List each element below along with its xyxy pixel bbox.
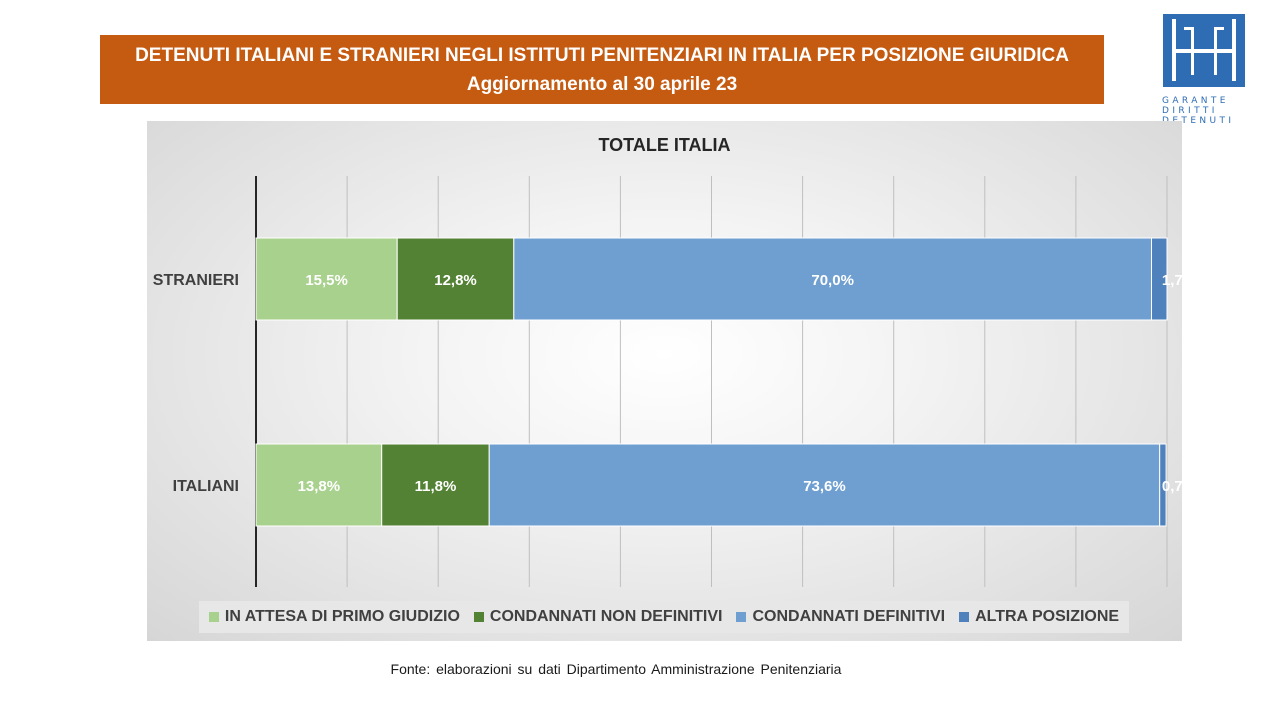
data-label: 11,8%	[415, 478, 457, 495]
legend-item: ALTRA POSIZIONE	[959, 608, 1119, 626]
legend-label: ALTRA POSIZIONE	[975, 608, 1120, 625]
bar-segment	[1159, 443, 1167, 527]
bar-segment	[255, 237, 398, 321]
bar-segment	[1151, 237, 1168, 321]
garante-logo: GARANTE DIRITTI DETENUTI	[1162, 13, 1248, 126]
chart-legend: IN ATTESA DI PRIMO GIUDIZIO CONDANNATI NO…	[199, 601, 1129, 633]
legend-item: CONDANNATI NON DEFINITIVI	[473, 608, 723, 626]
bar-segment	[381, 443, 490, 527]
source-note: Fonte: elaborazioni su dati Dipartimento…	[390, 661, 842, 677]
legend-swatch	[736, 612, 747, 622]
legend-swatch	[473, 612, 484, 622]
data-label: 73,6%	[803, 478, 846, 495]
legend-label: IN ATTESA DI PRIMO GIUDIZIO	[224, 608, 460, 625]
legend-item: IN ATTESA DI PRIMO GIUDIZIO	[208, 608, 460, 626]
chart-panel: TOTALE ITALIA STRANIERI 15,5% 12,8% 70,0% 1,…	[147, 121, 1182, 641]
main-title: DETENUTI ITALIANI E STRANIERI NEGLI ISTI…	[135, 45, 1069, 66]
legend-swatch	[959, 612, 970, 622]
subtitle: Aggiornamento al 30 aprile 23	[466, 74, 738, 95]
legend-swatch	[208, 612, 219, 622]
category-label: STRANIERI	[153, 272, 239, 289]
data-label: 1,7%	[1162, 272, 1182, 289]
legend-label: CONDANNATI NON DEFINITIVI	[489, 608, 723, 625]
bar-chart: STRANIERI 15,5% 12,8% 70,0% 1,7% ITALIANI 13,8…	[153, 176, 1182, 587]
logo-text-line1: GARANTE	[1162, 96, 1229, 106]
category-label: ITALIANI	[173, 478, 239, 495]
logo-text-line3: DETENUTI	[1162, 116, 1235, 126]
bar-segment	[255, 443, 383, 527]
legend-item: CONDANNATI DEFINITIVI	[736, 608, 945, 626]
logo-text-line2: DIRITTI	[1162, 106, 1218, 116]
data-label: 0,7%	[1162, 478, 1182, 495]
data-label: 70,0%	[811, 272, 854, 289]
data-label: 15,5%	[305, 272, 348, 289]
logo-mark-icon	[1163, 14, 1245, 87]
data-label: 12,8%	[434, 272, 477, 289]
legend-label: CONDANNATI DEFINITIVI	[752, 608, 946, 625]
title-banner: DETENUTI ITALIANI E STRANIERI NEGLI ISTI…	[100, 35, 1104, 104]
chart-title: TOTALE ITALIA	[598, 135, 731, 155]
data-label: 13,8%	[298, 478, 341, 495]
